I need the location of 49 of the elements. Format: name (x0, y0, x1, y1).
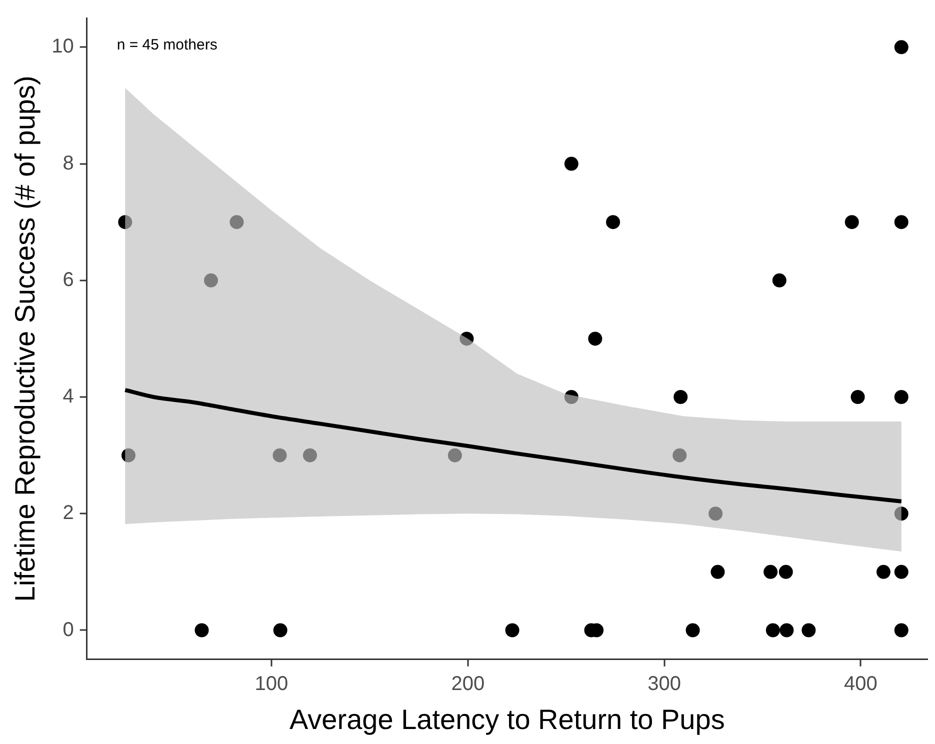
point (273, 623, 288, 638)
point (194, 623, 209, 638)
x-tick-label: 200 (451, 672, 485, 695)
y-axis-title: Lifetime Reproductive Success (# of pups) (10, 76, 41, 602)
point (894, 564, 908, 579)
point (894, 390, 908, 404)
y-tick-label: 4 (62, 386, 74, 408)
point (606, 215, 620, 230)
point (708, 506, 723, 521)
point (850, 390, 865, 404)
point (448, 448, 462, 462)
point (778, 564, 793, 579)
point (674, 390, 688, 404)
point (894, 623, 908, 638)
point (505, 623, 520, 638)
point (772, 273, 786, 288)
annotation: n = 45 mothers (116, 36, 218, 54)
point (894, 506, 908, 521)
point (780, 623, 794, 638)
y-tick-label: 8 (62, 152, 74, 174)
y-tick-label: 10 (52, 36, 74, 58)
point (564, 390, 578, 404)
x-tick-label: 100 (254, 672, 288, 695)
x-axis-title: Average Latency to Return to Pups (290, 704, 725, 735)
point (672, 448, 687, 462)
line-series (123, 388, 904, 504)
point (302, 448, 317, 462)
point (230, 215, 244, 230)
point (844, 215, 859, 230)
y-tick-label: 6 (62, 268, 74, 291)
point (802, 623, 816, 638)
point (766, 623, 780, 638)
point (118, 215, 132, 230)
point (272, 448, 287, 462)
point (710, 564, 725, 579)
point (876, 564, 891, 579)
x-tick-label: 400 (844, 672, 878, 695)
point (764, 564, 778, 579)
y-tick-label: 0 (62, 618, 74, 641)
point (894, 40, 908, 54)
point (588, 332, 602, 346)
y-tick-label: 2 (62, 502, 74, 524)
point (564, 156, 578, 171)
point (686, 623, 700, 638)
point (460, 332, 474, 346)
x-tick-label: 300 (648, 672, 681, 695)
point (121, 448, 136, 462)
point (894, 215, 908, 230)
point (204, 273, 218, 288)
